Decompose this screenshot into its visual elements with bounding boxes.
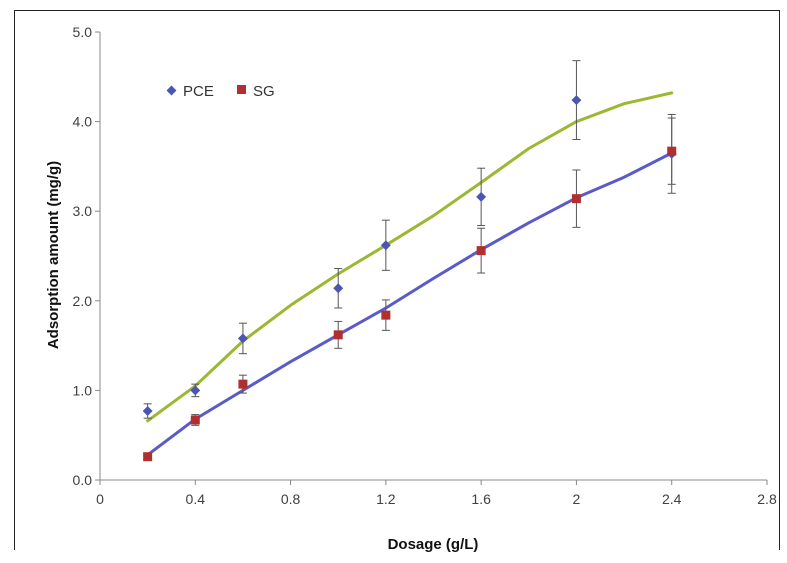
chart-frame-left <box>14 10 15 550</box>
x-tick-label: 0 <box>96 491 104 507</box>
y-tick-label: 1.0 <box>73 382 93 398</box>
sg-point <box>238 379 248 389</box>
fit-line-2 <box>146 151 674 457</box>
pce-point <box>476 191 487 202</box>
y-tick-label: 4.0 <box>73 114 93 130</box>
pce-point <box>571 95 582 106</box>
y-tick-label: 0.0 <box>73 472 93 488</box>
y-axis-label: Adsorption amount (mg/g) <box>45 161 62 349</box>
chart-frame <box>14 10 780 550</box>
sg-point <box>381 310 391 320</box>
sg-point <box>667 146 677 156</box>
legend-item-sg: SG <box>237 83 275 100</box>
fit-line-1 <box>146 91 674 423</box>
axes <box>95 31 768 485</box>
legend-label-sg: SG <box>253 83 275 100</box>
error-bars <box>143 60 676 461</box>
x-tick-label: 1.2 <box>376 491 396 507</box>
x-axis-label: Dosage (g/L) <box>388 536 479 553</box>
x-tick-label: 1.6 <box>471 491 491 507</box>
sg-point <box>143 452 153 462</box>
pce-point <box>380 240 391 251</box>
x-tick-label: 2 <box>573 491 581 507</box>
pce-point <box>142 406 153 416</box>
pce-point <box>190 385 201 396</box>
data-points <box>142 95 677 462</box>
x-tick-label: 2.4 <box>662 491 682 507</box>
legend: PCE SG <box>166 83 275 100</box>
x-tick-label: 0.8 <box>281 491 301 507</box>
sg-point <box>476 246 486 256</box>
y-tick-label: 5.0 <box>73 24 93 40</box>
sg-point <box>571 194 581 204</box>
legend-item-pce: PCE <box>166 83 214 100</box>
y-tick-label: 3.0 <box>73 203 93 219</box>
fit-lines <box>146 91 674 457</box>
legend-label-pce: PCE <box>183 83 214 100</box>
pce-point <box>333 283 344 294</box>
x-tick-label: 2.8 <box>757 491 777 507</box>
x-tick-label: 0.4 <box>186 491 206 507</box>
legend-marker-pce <box>166 85 177 96</box>
legend-marker-sg <box>237 85 246 94</box>
tick-labels: 0 0.4 0.8 1.2 1.6 2 2.4 2.8 0.0 1.0 2.0 3.0 4.0 5.0 <box>73 24 777 507</box>
sg-point <box>190 415 200 425</box>
y-tick-label: 2.0 <box>73 293 93 309</box>
sg-point <box>333 330 343 340</box>
pce-point <box>237 333 248 344</box>
